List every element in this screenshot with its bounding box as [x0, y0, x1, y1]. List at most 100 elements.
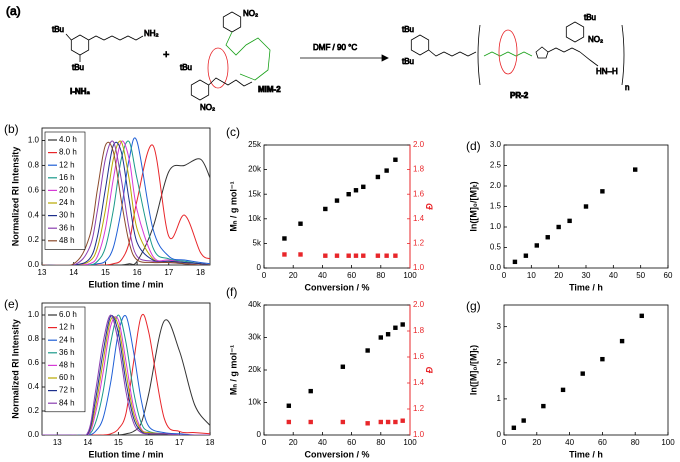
- point: [600, 189, 605, 194]
- point: [393, 157, 398, 162]
- point: [353, 253, 359, 258]
- y-tick-label: 25k: [248, 140, 262, 149]
- x-tick-label: 16: [144, 438, 153, 447]
- y-tick-label: 0.2: [28, 406, 40, 415]
- x-tick-label: 17: [175, 438, 184, 447]
- point: [633, 167, 638, 172]
- x-axis-label: Elution time / min: [88, 279, 163, 289]
- point: [375, 253, 381, 258]
- x-tick-label: 18: [196, 268, 205, 277]
- y-tick-label: 0.0: [28, 430, 40, 439]
- point: [378, 335, 383, 340]
- y-tick-label: 3.0: [490, 140, 502, 149]
- x-tick-label: 40: [318, 438, 327, 447]
- chart: (e) 13 14 15 16 17 18 0.0 0.2 0.4 0.6 0.8 1.0 Elution…: [4, 297, 215, 459]
- y2-tick-label: 1.0: [413, 430, 425, 439]
- bond: [65, 33, 72, 41]
- panel-label: (f): [226, 285, 237, 299]
- legend-label: 20 h: [59, 186, 75, 195]
- point: [393, 253, 398, 258]
- x-tick-label: 100: [403, 271, 417, 280]
- x-tick-label: 100: [403, 438, 417, 447]
- y-axis-label: ln([M]₀/[M]ₜ): [468, 345, 478, 395]
- group-label: tBu: [72, 63, 84, 72]
- chain: [208, 77, 253, 87]
- series-line: [42, 313, 210, 435]
- point: [541, 403, 546, 409]
- point: [534, 243, 539, 248]
- crown-ether: [207, 47, 229, 89]
- plot-frame: [41, 127, 211, 266]
- point: [378, 419, 383, 425]
- point: [393, 325, 398, 330]
- y-axis-label: Normalized RI Intensity: [10, 319, 20, 419]
- panel-label: (e): [4, 297, 19, 311]
- x-axis-label: Time / h: [569, 282, 603, 292]
- point: [400, 322, 405, 327]
- x-tick-label: 20: [289, 438, 298, 447]
- x-tick-label: 13: [38, 268, 47, 277]
- y-tick-label: 10k: [248, 398, 262, 407]
- legend-label: 72 h: [59, 386, 75, 395]
- point: [385, 419, 391, 425]
- point: [556, 224, 561, 230]
- legend-label: 24 h: [59, 198, 75, 207]
- triazole: [535, 46, 549, 59]
- x-axis-label: Conversion / %: [304, 282, 369, 292]
- chain: [547, 47, 581, 53]
- y2-tick-label: 1.6: [413, 189, 425, 198]
- point: [384, 253, 389, 258]
- chart: (c) 0 20 40 60 80 100 0 5k 10k 15k 20k 25k 1.0 1.2 1.4 1…: [226, 125, 434, 292]
- chart: (d) 0 10 20 30 40 50 60 0.0 0.5 1.0 1.5 2.0 2.5 3.0 Tim…: [466, 139, 673, 292]
- chain: [428, 49, 477, 57]
- point: [521, 418, 526, 423]
- y-tick-label: 1.0: [28, 136, 40, 145]
- point: [545, 235, 550, 240]
- y-tick-label: 40k: [248, 300, 262, 309]
- x-tick-label: 40: [609, 271, 618, 280]
- point: [619, 338, 625, 344]
- panel-label: (d): [466, 139, 481, 153]
- y2-tick-label: 1.2: [413, 404, 425, 413]
- chart: (g) 0 20 40 60 80 100 0 1 2 3 Time / h ln([M]₀/[M]ₜ): [466, 299, 675, 459]
- point: [346, 192, 351, 197]
- x-tick-label: 15: [114, 438, 123, 447]
- point: [639, 313, 644, 319]
- group-label: tBu: [52, 25, 64, 34]
- x-tick-label: 20: [532, 438, 541, 447]
- x-tick-label: 30: [582, 271, 591, 280]
- series-line: [42, 319, 210, 435]
- y2-tick-label: 2.0: [413, 140, 425, 149]
- x-tick-label: 40: [565, 438, 574, 447]
- x-tick-label: 17: [164, 268, 173, 277]
- y-tick-label: 0.4: [28, 382, 40, 391]
- point: [340, 364, 346, 369]
- x-tick-label: 0: [502, 271, 507, 280]
- x-tick-label: 14: [69, 268, 78, 277]
- y-axis-label: Mₙ / g mol⁻¹: [228, 345, 238, 395]
- x-tick-label: 0: [262, 271, 267, 280]
- y-tick-label: 3: [497, 322, 502, 331]
- point: [353, 188, 359, 193]
- x-tick-label: 80: [631, 438, 640, 447]
- group-label: tBu: [402, 57, 414, 66]
- point: [323, 253, 328, 258]
- legend-label: 36 h: [59, 223, 75, 232]
- chart: (f) 0 20 40 60 80 100 0 10k 20k 30k 40k 1.0 1.2 1.4 1.6…: [226, 285, 434, 459]
- plot-frame: [263, 304, 411, 436]
- group-label: tBu: [584, 13, 596, 22]
- y2-tick-label: 1.8: [413, 165, 425, 174]
- y-tick-label: 1.0: [28, 310, 40, 319]
- y-tick-label: 10k: [248, 214, 262, 223]
- group-label: tBu: [402, 25, 414, 34]
- point: [361, 253, 366, 258]
- point: [393, 419, 398, 425]
- point: [511, 425, 517, 430]
- y2-tick-label: 1.8: [413, 326, 425, 335]
- y-tick-label: 5k: [253, 239, 262, 248]
- x-axis-label: Conversion / %: [304, 449, 369, 459]
- compound-label: I-NH₂: [70, 87, 90, 96]
- point: [560, 387, 566, 393]
- conditions: DMF / 90 °C: [313, 43, 357, 52]
- arrow-head: [381, 54, 389, 62]
